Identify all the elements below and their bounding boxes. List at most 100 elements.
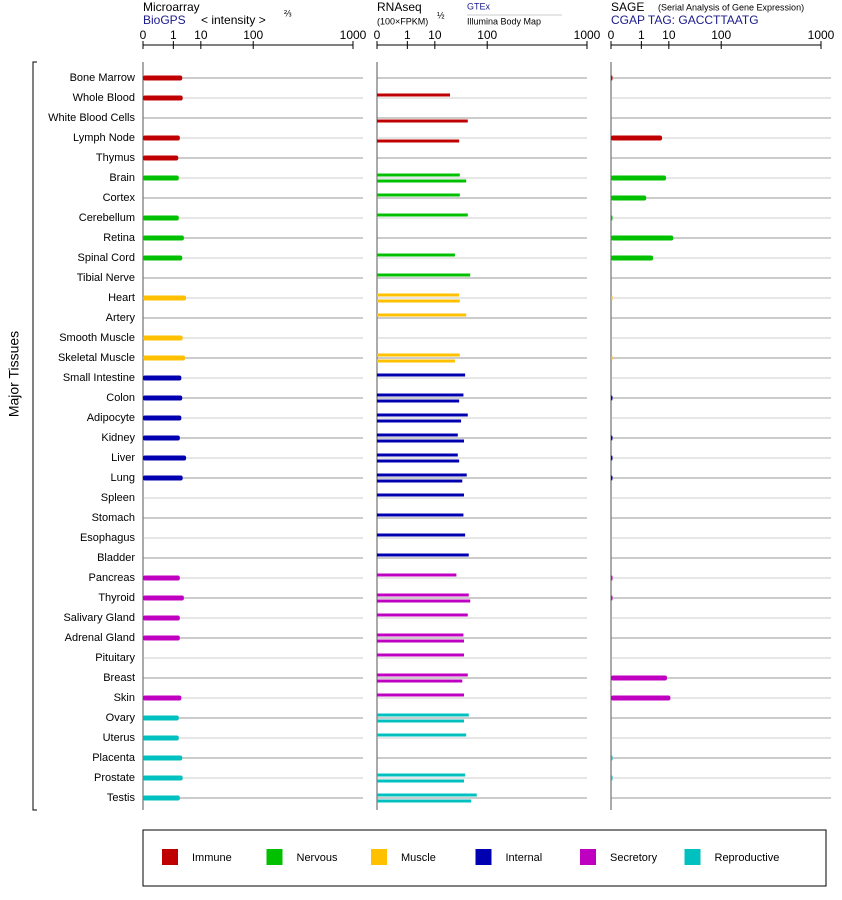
x-tick-label: 1000 bbox=[574, 28, 601, 42]
bar bbox=[611, 215, 613, 221]
category-label: Uterus bbox=[103, 732, 136, 744]
bar bbox=[377, 253, 455, 257]
axis-label-power: ½ bbox=[437, 10, 445, 20]
category-label: Kidney bbox=[101, 432, 135, 444]
bar bbox=[611, 755, 613, 761]
bar bbox=[611, 135, 663, 141]
bar bbox=[377, 713, 469, 717]
bar bbox=[611, 255, 654, 261]
category-label: Adrenal Gland bbox=[65, 632, 135, 644]
category-label: Lung bbox=[111, 472, 135, 484]
category-label: Skeletal Muscle bbox=[58, 352, 135, 364]
bar bbox=[143, 455, 187, 461]
bar bbox=[143, 75, 183, 81]
category-label: Testis bbox=[107, 792, 136, 804]
category-label: Whole Blood bbox=[73, 92, 135, 104]
bar bbox=[377, 679, 463, 683]
bar bbox=[611, 595, 613, 601]
series-label: Illumina Body Map bbox=[467, 16, 541, 26]
legend-label: Immune bbox=[192, 852, 232, 864]
bar bbox=[377, 353, 460, 357]
bar bbox=[611, 235, 674, 241]
bar bbox=[143, 255, 183, 261]
bar bbox=[377, 779, 465, 783]
legend-label: Nervous bbox=[297, 852, 338, 864]
bar bbox=[377, 139, 460, 143]
bar bbox=[377, 273, 471, 277]
category-label: Brain bbox=[109, 172, 135, 184]
category-label: Ovary bbox=[106, 712, 136, 724]
x-tick-label: 0 bbox=[374, 28, 381, 42]
panel-note: (Serial Analysis of Gene Expression) bbox=[658, 2, 804, 12]
category-label: Smooth Muscle bbox=[59, 332, 135, 344]
legend-label: Muscle bbox=[401, 852, 436, 864]
category-label: Cortex bbox=[103, 192, 136, 204]
bar bbox=[611, 475, 613, 481]
legend-swatch bbox=[475, 849, 492, 865]
panel-title: Microarray bbox=[143, 0, 200, 14]
axis-label: (100×FPKM) bbox=[377, 16, 428, 26]
bar bbox=[377, 573, 457, 577]
category-label: White Blood Cells bbox=[48, 112, 135, 124]
bracket bbox=[32, 61, 37, 811]
panel-subtitle: CGAP TAG: GACCTTAATG bbox=[611, 13, 759, 27]
category-label: Spleen bbox=[101, 492, 135, 504]
bar bbox=[377, 399, 460, 403]
bar bbox=[377, 373, 466, 377]
category-label: Prostate bbox=[94, 772, 135, 784]
bar bbox=[377, 719, 465, 723]
bar bbox=[377, 459, 460, 463]
x-tick-label: 1 bbox=[404, 28, 411, 42]
bar bbox=[611, 195, 647, 201]
bar bbox=[143, 395, 183, 401]
category-label: Placenta bbox=[92, 752, 136, 764]
bar bbox=[377, 613, 468, 617]
bar bbox=[611, 575, 613, 581]
legend-swatch bbox=[684, 849, 701, 865]
category-label: Skin bbox=[114, 692, 135, 704]
bar bbox=[377, 693, 465, 697]
category-label: Spinal Cord bbox=[78, 252, 135, 264]
x-tick-label: 0 bbox=[608, 28, 615, 42]
bar bbox=[377, 473, 467, 477]
panel-subtitle: BioGPS bbox=[143, 13, 186, 27]
bar bbox=[377, 513, 464, 517]
axis-label: < intensity > bbox=[201, 13, 266, 27]
category-label: Tibial Nerve bbox=[77, 272, 135, 284]
bar bbox=[143, 295, 187, 301]
bar bbox=[143, 615, 180, 621]
bar bbox=[377, 293, 460, 297]
x-tick-label: 100 bbox=[243, 28, 263, 42]
y-axis-label: Major Tissues bbox=[6, 331, 22, 417]
bar bbox=[377, 393, 464, 397]
bar bbox=[143, 595, 184, 601]
bar bbox=[377, 453, 458, 457]
bar bbox=[377, 773, 466, 777]
bar bbox=[611, 435, 613, 441]
category-label: Pituitary bbox=[95, 652, 135, 664]
x-tick-label: 1000 bbox=[808, 28, 835, 42]
bar bbox=[143, 695, 182, 701]
category-label: Thyroid bbox=[98, 592, 135, 604]
category-label: Stomach bbox=[92, 512, 135, 524]
bar bbox=[377, 433, 458, 437]
legend-swatch bbox=[266, 849, 283, 865]
bar bbox=[611, 675, 667, 681]
bar bbox=[143, 375, 182, 381]
bar bbox=[377, 93, 451, 97]
bar bbox=[377, 493, 465, 497]
category-label: Heart bbox=[108, 292, 135, 304]
x-tick-label: 1 bbox=[170, 28, 177, 42]
category-label: Liver bbox=[111, 452, 135, 464]
bar bbox=[143, 215, 179, 221]
legend-label: Secretory bbox=[610, 852, 658, 864]
bar bbox=[611, 355, 613, 361]
bar bbox=[611, 775, 613, 781]
bar bbox=[611, 295, 613, 301]
category-label: Adipocyte bbox=[87, 412, 135, 424]
x-tick-label: 0 bbox=[140, 28, 147, 42]
x-tick-label: 100 bbox=[477, 28, 497, 42]
bar bbox=[143, 335, 183, 341]
